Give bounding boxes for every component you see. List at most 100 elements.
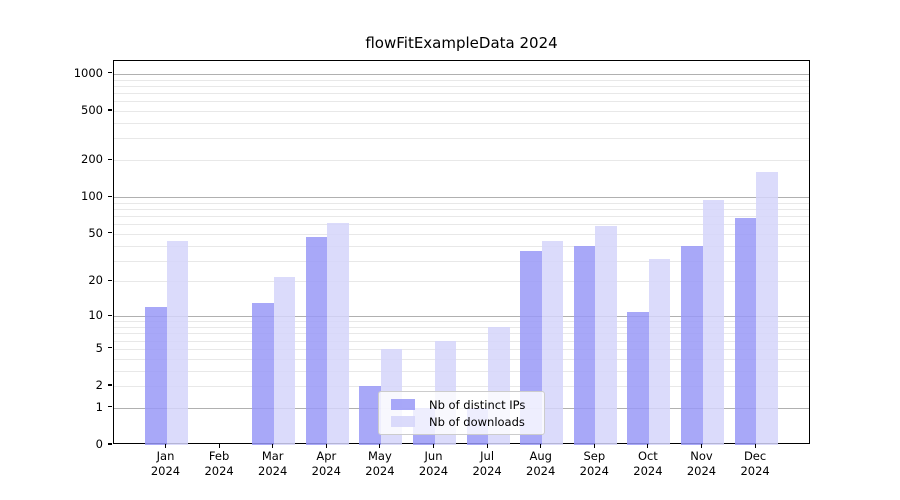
y-tick-label: 2: [95, 378, 103, 392]
x-tick-mark: [754, 444, 756, 448]
y-tick-label: 50: [88, 225, 103, 240]
y-tick-mark: [108, 347, 112, 349]
x-tick-label: Sep 2024: [562, 449, 626, 479]
y-tick-mark: [108, 384, 112, 386]
y-tick-label: 500: [81, 103, 103, 117]
gridline-minor: [114, 340, 809, 342]
gridline-major: [114, 197, 809, 199]
x-tick-mark: [272, 444, 274, 448]
gridline-minor: [114, 386, 809, 387]
y-tick-mark: [108, 279, 112, 281]
x-tick-label: Mar 2024: [241, 449, 305, 479]
gridline-minor: [114, 260, 809, 262]
x-tick-label: Jun 2024: [402, 449, 466, 479]
x-tick-mark: [486, 444, 488, 448]
x-tick-label: Nov 2024: [670, 449, 734, 479]
x-tick-mark: [647, 444, 649, 448]
x-tick-mark: [325, 444, 327, 448]
bar-mar-distinct-ips: [252, 303, 274, 445]
y-tick-mark: [108, 232, 112, 234]
x-tick-label-year: 2024: [526, 464, 556, 478]
x-tick-label-year: 2024: [740, 464, 770, 478]
x-tick-label-year: 2024: [311, 464, 341, 478]
gridline-minor: [114, 321, 809, 323]
gridline-minor: [114, 245, 809, 247]
plot-area: [113, 60, 810, 445]
bar-oct-downloads: [648, 258, 671, 445]
gridline-minor: [114, 138, 809, 140]
x-tick-mark: [164, 444, 167, 448]
gridline-major: [114, 73, 809, 75]
bar-sep-distinct-ips: [573, 245, 596, 445]
bar-sep-downloads: [595, 225, 617, 445]
gridline-minor: [114, 85, 809, 87]
x-tick-label: Feb 2024: [187, 449, 251, 479]
bar-jan-downloads: [166, 240, 188, 445]
bar-dec-downloads: [756, 172, 778, 445]
x-tick-label: Jul 2024: [455, 449, 519, 479]
gridline-minor: [114, 233, 809, 235]
gridline-minor: [114, 216, 809, 217]
bar-nov-distinct-ips: [681, 245, 703, 445]
x-tick-label-year: 2024: [258, 464, 288, 478]
x-tick-mark: [432, 444, 435, 448]
x-tick-label: Dec 2024: [723, 449, 787, 479]
gridline-minor: [114, 79, 809, 81]
legend-label: Nb of downloads: [429, 414, 525, 429]
gridline-minor: [114, 224, 809, 226]
y-tick-mark: [108, 158, 112, 160]
y-tick-label: 0: [95, 437, 103, 451]
x-tick-label-year: 2024: [418, 464, 449, 478]
y-tick-mark: [108, 443, 112, 445]
chart-title: flowFitExampleData 2024: [365, 34, 558, 52]
x-tick-mark: [540, 444, 542, 448]
legend-entry: Nb of downloads: [387, 415, 536, 429]
y-tick-label: 1000: [73, 65, 103, 80]
y-tick-mark: [108, 195, 112, 197]
bar-may-distinct-ips: [359, 386, 381, 445]
gridline-minor: [114, 333, 809, 335]
gridline-minor: [114, 208, 809, 210]
x-tick-label: Aug 2024: [509, 449, 573, 479]
legend-swatch-distinct-ips: [391, 399, 415, 410]
y-tick-label: 100: [81, 189, 103, 204]
gridline-minor: [114, 370, 809, 372]
x-tick-mark: [379, 444, 381, 448]
y-tick-mark: [108, 406, 112, 408]
y-tick-label: 10: [88, 308, 103, 323]
gridline-minor: [114, 358, 809, 360]
bar-aug-downloads: [541, 240, 564, 445]
bar-apr-distinct-ips: [305, 237, 328, 445]
gridline-minor: [114, 93, 809, 94]
x-tick-label-year: 2024: [579, 464, 609, 478]
gridline-minor: [114, 281, 809, 283]
x-tick-label-year: 2024: [633, 464, 663, 478]
x-tick-mark: [218, 444, 220, 448]
gridline-major: [114, 316, 809, 318]
x-tick-label: Apr 2024: [294, 449, 358, 479]
bar-apr-downloads: [327, 223, 349, 445]
y-tick-label: 20: [88, 273, 103, 288]
x-tick-label: May 2024: [348, 449, 412, 479]
y-tick-mark: [108, 72, 112, 74]
x-tick-mark: [700, 444, 703, 448]
bar-mar-downloads: [273, 276, 296, 445]
x-tick-mark: [593, 444, 595, 448]
gridline-minor: [114, 123, 809, 124]
bar-jan-distinct-ips: [145, 307, 167, 445]
gridline-minor: [114, 348, 809, 350]
x-tick-label-year: 2024: [472, 464, 502, 478]
gridline-minor: [114, 160, 809, 162]
legend: Nb of distinct IPs Nb of downloads: [378, 391, 545, 435]
legend-entry: Nb of distinct IPs: [387, 398, 536, 412]
y-tick-mark: [108, 109, 112, 111]
x-tick-label-year: 2024: [204, 464, 234, 478]
gridline-minor: [114, 101, 809, 103]
x-tick-label-year: 2024: [686, 464, 717, 478]
bar-oct-distinct-ips: [627, 311, 649, 445]
legend-swatch-downloads: [391, 416, 415, 427]
x-tick-label-year: 2024: [365, 464, 395, 478]
gridline-minor: [114, 202, 809, 204]
y-tick-label: 5: [95, 340, 103, 355]
y-tick-mark: [108, 314, 112, 316]
